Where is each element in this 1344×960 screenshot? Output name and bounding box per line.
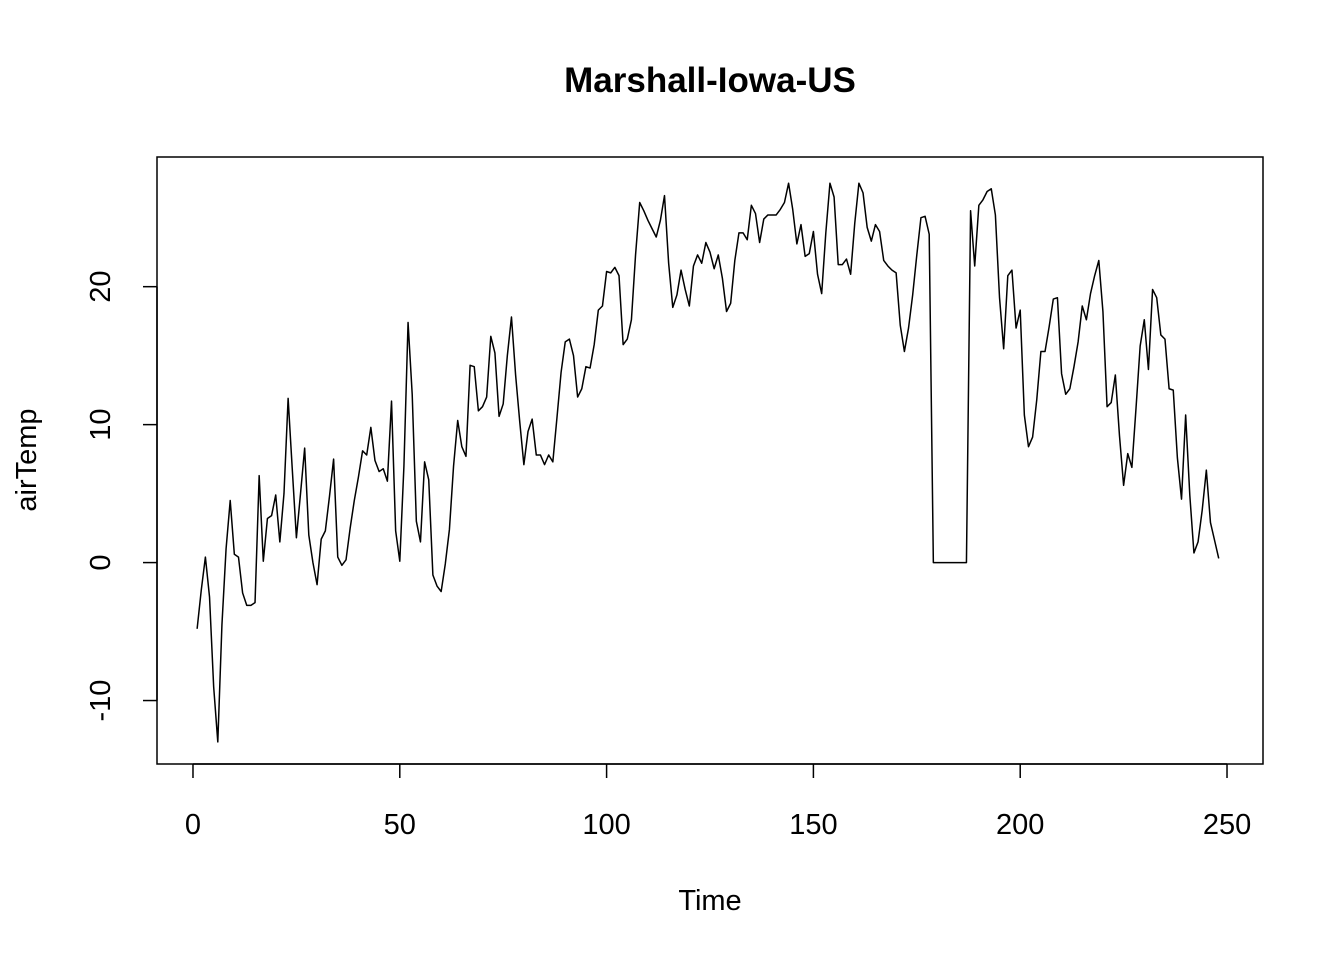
x-tick-label: 150 (789, 809, 837, 841)
y-axis: -10 0 10 20 (85, 271, 158, 722)
y-tick-label: -10 (85, 680, 117, 722)
chart-title: Marshall-Iowa-US (564, 61, 856, 100)
y-tick-label: 10 (85, 408, 117, 440)
x-tick-label: 250 (1203, 809, 1251, 841)
x-tick-label: 200 (996, 809, 1044, 841)
x-axis-title: Time (678, 885, 741, 917)
x-axis: 0 50 100 150 200 250 (185, 763, 1251, 841)
x-tick-label: 50 (384, 809, 416, 841)
y-axis-title: airTemp (11, 408, 43, 511)
y-tick-label: 0 (85, 555, 117, 571)
y-tick-label: 20 (85, 271, 117, 303)
x-tick-label: 100 (582, 809, 630, 841)
series-line-airtemp (196, 182, 1220, 743)
plot-frame (156, 156, 1264, 765)
x-tick-label: 0 (185, 809, 201, 841)
